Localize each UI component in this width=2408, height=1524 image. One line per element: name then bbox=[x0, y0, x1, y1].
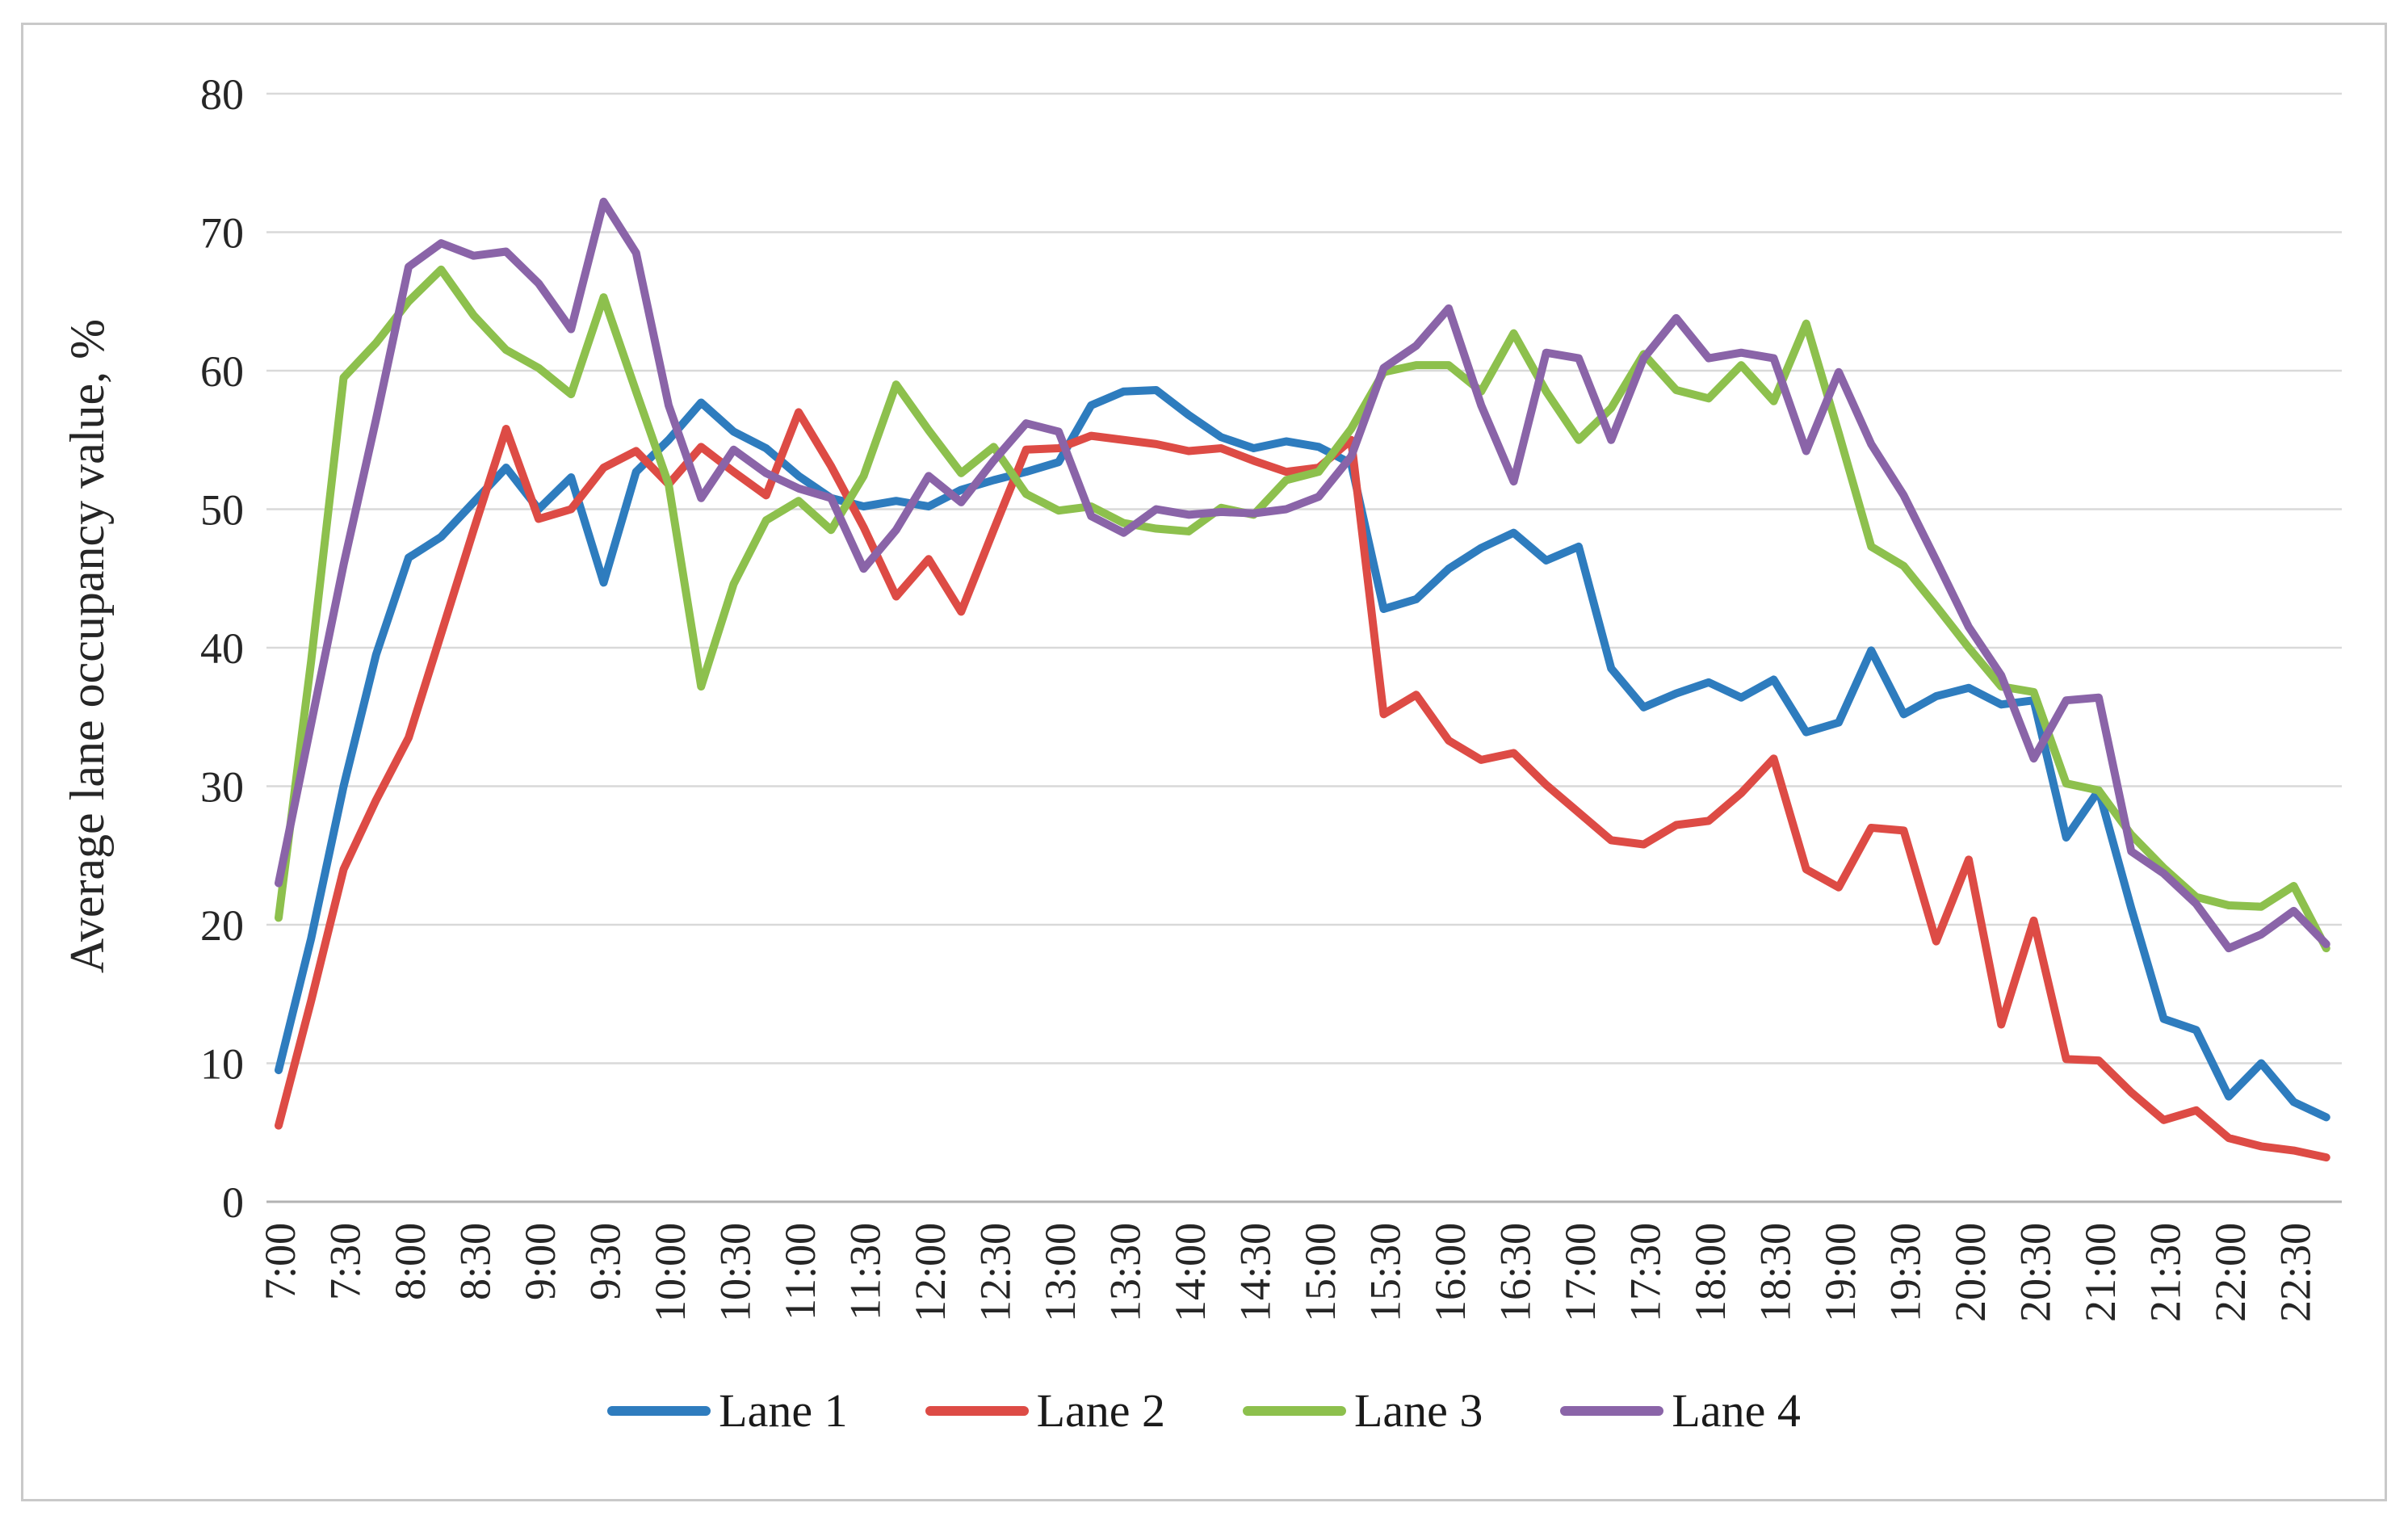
x-tick-label-11:30: 11:30 bbox=[841, 1223, 890, 1320]
x-tick-label-7:30: 7:30 bbox=[321, 1223, 370, 1300]
x-tick-label-12:00: 12:00 bbox=[906, 1223, 954, 1322]
x-tick-label-10:00: 10:00 bbox=[646, 1223, 694, 1322]
x-tick-label-8:00: 8:00 bbox=[386, 1223, 434, 1300]
x-tick-label-8:30: 8:30 bbox=[451, 1223, 500, 1300]
legend-swatch-lane-4 bbox=[1560, 1406, 1664, 1416]
x-tick-label-7:00: 7:00 bbox=[256, 1223, 304, 1300]
legend-label-lane-2: Lane 2 bbox=[1036, 1384, 1165, 1437]
x-tick-label-14:00: 14:00 bbox=[1166, 1223, 1214, 1322]
x-tick-label-21:30: 21:30 bbox=[2142, 1223, 2190, 1322]
legend-swatch-lane-3 bbox=[1243, 1406, 1346, 1416]
x-tick-label-9:30: 9:30 bbox=[581, 1223, 630, 1300]
x-tick-label-16:30: 16:30 bbox=[1491, 1223, 1540, 1322]
legend: Lane 1 Lane 2 Lane 3 Lane 4 bbox=[0, 1388, 2408, 1434]
series-line-lane-2 bbox=[275, 408, 2330, 1162]
x-tick-label-21:00: 21:00 bbox=[2076, 1223, 2125, 1322]
legend-item-lane-1: Lane 1 bbox=[607, 1384, 848, 1437]
x-tick-label-22:00: 22:00 bbox=[2206, 1223, 2255, 1322]
x-tick-label-17:30: 17:30 bbox=[1621, 1223, 1670, 1322]
x-tick-label-15:30: 15:30 bbox=[1361, 1223, 1410, 1322]
legend-swatch-lane-1 bbox=[607, 1406, 711, 1416]
legend-item-lane-4: Lane 4 bbox=[1560, 1384, 1801, 1437]
x-tick-label-18:30: 18:30 bbox=[1751, 1223, 1800, 1322]
x-tick-label-15:00: 15:00 bbox=[1296, 1223, 1345, 1322]
x-tick-label-22:30: 22:30 bbox=[2272, 1223, 2320, 1322]
series-line-lane-4 bbox=[275, 197, 2330, 953]
x-tick-label-20:00: 20:00 bbox=[1946, 1223, 1995, 1322]
y-tick-label-10: 10 bbox=[200, 1040, 244, 1089]
series-line-lane-3 bbox=[275, 265, 2330, 953]
legend-label-lane-1: Lane 1 bbox=[719, 1384, 848, 1437]
legend-item-lane-2: Lane 2 bbox=[925, 1388, 1165, 1434]
x-tick-label-13:30: 13:30 bbox=[1101, 1223, 1150, 1322]
legend-swatch-lane-2 bbox=[925, 1406, 1029, 1416]
y-tick-label-20: 20 bbox=[200, 901, 244, 950]
y-tick-label-30: 30 bbox=[200, 763, 244, 812]
series-line-lane-1 bbox=[275, 386, 2330, 1122]
x-tick-label-10:30: 10:30 bbox=[711, 1223, 760, 1322]
x-tick-label-11:00: 11:00 bbox=[776, 1223, 824, 1320]
y-tick-label-70: 70 bbox=[200, 209, 244, 258]
y-tick-label-0: 0 bbox=[222, 1178, 244, 1227]
x-tick-label-16:00: 16:00 bbox=[1426, 1223, 1475, 1322]
x-tick-label-13:00: 13:00 bbox=[1036, 1223, 1084, 1322]
y-tick-label-50: 50 bbox=[200, 486, 244, 535]
legend-label-lane-4: Lane 4 bbox=[1672, 1384, 1801, 1437]
figure-border bbox=[21, 23, 2387, 1501]
x-tick-label-17:00: 17:00 bbox=[1556, 1223, 1605, 1322]
x-tick-label-14:30: 14:30 bbox=[1231, 1223, 1280, 1322]
y-axis-title: Average lane occupancy value, % bbox=[61, 319, 114, 973]
x-tick-label-20:30: 20:30 bbox=[2012, 1223, 2060, 1322]
legend-label-lane-3: Lane 3 bbox=[1354, 1384, 1483, 1437]
legend-item-lane-3: Lane 3 bbox=[1243, 1388, 1483, 1434]
x-tick-label-19:30: 19:30 bbox=[1882, 1223, 1930, 1322]
x-tick-label-9:00: 9:00 bbox=[516, 1223, 564, 1300]
x-tick-label-18:00: 18:00 bbox=[1686, 1223, 1735, 1322]
x-tick-label-19:00: 19:00 bbox=[1816, 1223, 1865, 1322]
x-tick-label-12:30: 12:30 bbox=[971, 1223, 1020, 1322]
y-tick-label-40: 40 bbox=[200, 624, 244, 673]
y-tick-label-80: 80 bbox=[200, 70, 244, 119]
y-tick-label-60: 60 bbox=[200, 347, 244, 396]
